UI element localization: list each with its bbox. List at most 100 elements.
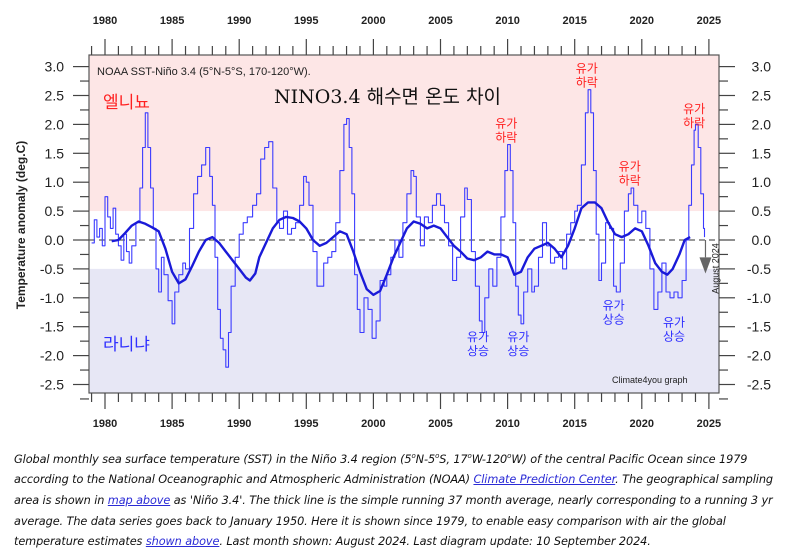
chart-subtitle: NOAA SST-Niño 3.4 (5°N-5°S, 170-120°W). (97, 66, 311, 78)
x-tick-label-top: 2010 (495, 15, 519, 27)
annotation-line: 하락 (495, 130, 517, 144)
la-nina-label: 라니냐 (103, 335, 150, 355)
caption-text: W) of the central Pacific Ocean since 19… (14, 452, 748, 487)
shown-above-link[interactable]: shown above (145, 535, 220, 549)
y-tick-label-right: -2.0 (747, 348, 771, 364)
oil-price-fall-2010: 유가 하락 (495, 116, 517, 144)
annotation-line: 유가 (619, 160, 641, 174)
y-tick-label-left: -2.0 (40, 348, 64, 364)
y-tick-label-left: 2.5 (45, 88, 65, 104)
x-tick-label-top: 1985 (160, 15, 184, 27)
y-tick-label-right: 0.0 (752, 232, 772, 248)
caption-degree: o (507, 452, 512, 460)
x-tick-label-bottom: 1995 (294, 418, 318, 430)
x-tick-label-bottom: 1980 (93, 418, 117, 430)
y-axis-label: Temperature anomaly (deg.C) (14, 141, 28, 309)
running-average-line (111, 201, 691, 297)
annotation-line: 상승 (663, 330, 685, 344)
caption-degree: o (467, 452, 472, 460)
el-nino-label: 엘니뇨 (103, 93, 150, 113)
annotation-line: 유가 (603, 298, 625, 312)
map-above-link[interactable]: map above (107, 493, 171, 507)
data-series (91, 89, 706, 368)
caption-degree: o (435, 452, 440, 460)
x-tick-label-bottom: 2020 (630, 418, 654, 430)
annotation-line: 상승 (507, 344, 529, 358)
oil-price-rise-2011: 유가 상승 (507, 330, 529, 358)
axis-ticks: 1980 1980 1985 1985 1990 1990 1995 1995 2000 2000… (40, 15, 771, 430)
last-month-arrow-icon (699, 257, 712, 274)
annotation-line: 유가 (683, 102, 705, 116)
caption-text: Global monthly sea surface temperature (… (14, 452, 412, 466)
y-tick-label-left: -2.5 (40, 377, 64, 393)
y-tick-label-right: -0.5 (747, 261, 771, 277)
y-tick-label-left: -1.0 (40, 290, 64, 306)
caption-text: N-5 (415, 452, 436, 466)
caption-text: as 'Niño 3.4'. The thick line is the sim… (14, 493, 773, 549)
figure-caption: Global monthly sea surface temperature (… (14, 446, 794, 553)
y-tick-label-left: 1.5 (45, 145, 65, 161)
x-tick-label-top: 1980 (93, 15, 117, 27)
annotation-line: 하락 (683, 116, 705, 130)
x-tick-label-top: 2005 (428, 15, 452, 27)
x-tick-label-top: 1990 (227, 15, 251, 27)
y-tick-label-right: 2.5 (752, 88, 772, 104)
x-tick-label-top: 2000 (361, 15, 385, 27)
annotation-line: 하락 (619, 174, 641, 188)
x-tick-label-top: 1995 (294, 15, 318, 27)
caption-text: . The geographical sampling area is show… (14, 473, 773, 507)
annotation-line: 유가 (576, 61, 598, 75)
annotation-line: 유가 (663, 316, 685, 330)
annotation-line: 하락 (576, 75, 598, 89)
y-tick-label-left: 0.5 (45, 203, 65, 219)
x-tick-label-top: 2020 (630, 15, 654, 27)
x-tick-label-bottom: 2025 (697, 418, 721, 430)
y-tick-label-right: 1.5 (752, 145, 772, 161)
y-tick-label-left: -1.5 (40, 319, 64, 335)
x-tick-label-bottom: 2015 (562, 418, 586, 430)
oil-price-fall-2019: 유가 하락 (619, 160, 641, 188)
y-tick-label-left: 0.0 (45, 232, 65, 248)
annotation-line: 엘니뇨 (103, 93, 150, 113)
caption-text: S, 17 (439, 452, 468, 466)
caption-degree: o (411, 452, 416, 460)
x-tick-label-bottom: 1990 (227, 418, 251, 430)
nino34-chart: 1980 1980 1985 1985 1990 1990 1995 1995 2000 2000… (14, 15, 771, 430)
x-tick-label-bottom: 1985 (160, 418, 184, 430)
oil-price-rise-2022: 유가 상승 (663, 316, 685, 344)
oil-price-rise-2008: 유가 상승 (467, 330, 489, 358)
oil-price-fall-2016: 유가 하락 (576, 61, 598, 89)
y-tick-label-right: -2.5 (747, 377, 771, 393)
y-tick-label-right: -1.5 (747, 319, 771, 335)
last-month-marker: August 2024 (699, 240, 720, 294)
caption-text: . Last month shown: August 2024. Last di… (219, 535, 651, 549)
x-tick-label-bottom: 2010 (495, 418, 519, 430)
annotation-line: 라니냐 (103, 335, 150, 355)
y-tick-label-right: 2.0 (752, 116, 772, 132)
x-tick-label-bottom: 2005 (428, 418, 452, 430)
annotation-line: 유가 (467, 330, 489, 344)
y-tick-label-left: -0.5 (40, 261, 64, 277)
plot-frame (88, 54, 720, 394)
el-nino-band (89, 55, 719, 212)
y-tick-label-left: 2.0 (45, 116, 65, 132)
la-nina-band (89, 268, 719, 393)
annotation-line: 유가 (495, 116, 517, 130)
annotation-line: 상승 (603, 312, 625, 326)
oil-price-rise-2018: 유가 상승 (603, 298, 625, 326)
chart-title: NINO3.4 해수면 온도 차이 (274, 86, 501, 108)
y-tick-label-left: 1.0 (45, 174, 65, 190)
oil-price-fall-2024: 유가 하락 (683, 102, 705, 130)
annotation-line: 유가 (507, 330, 529, 344)
climate-prediction-center-link[interactable]: Climate Prediction Center (473, 473, 616, 487)
x-tick-label-top: 2025 (697, 15, 721, 27)
x-tick-label-top: 2015 (562, 15, 586, 27)
x-tick-label-bottom: 2000 (361, 418, 385, 430)
y-tick-label-left: 3.0 (45, 59, 65, 75)
annotation-line: 상승 (467, 344, 489, 358)
credit-label: Climate4you graph (612, 375, 688, 385)
caption-text: W-120 (471, 452, 508, 466)
y-tick-label-right: 3.0 (752, 59, 772, 75)
y-tick-label-right: -1.0 (747, 290, 771, 306)
